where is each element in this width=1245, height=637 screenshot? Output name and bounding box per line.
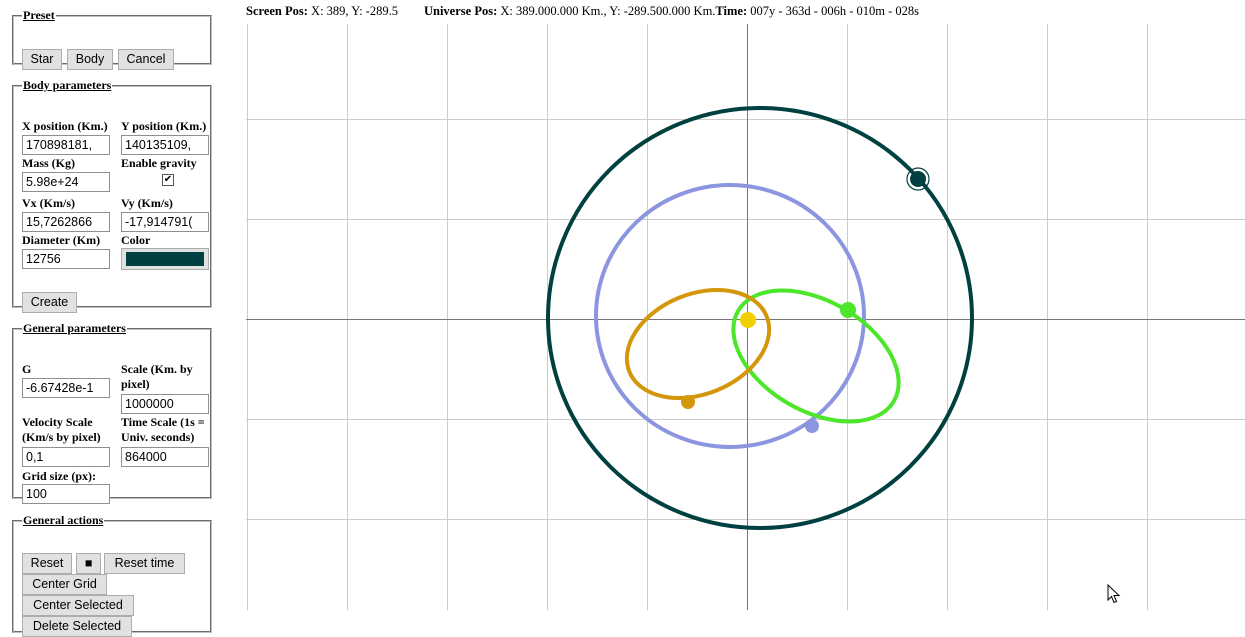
vy-label: Vy (Km/s) bbox=[121, 196, 173, 210]
velocity-scale-label: Velocity Scale (Km/s by pixel) bbox=[22, 415, 101, 444]
time-value: 007y - 363d - 006h - 010m - 028s bbox=[750, 4, 920, 18]
orbit-periwinkle bbox=[594, 183, 866, 449]
body-green[interactable] bbox=[840, 302, 856, 318]
orbit-paths bbox=[546, 106, 974, 530]
body-parameters-legend: Body parameters bbox=[23, 78, 112, 92]
checkmark-icon: ✔ bbox=[163, 174, 173, 185]
enable-gravity-checkbox[interactable]: ✔ bbox=[162, 174, 174, 186]
x-position-input[interactable]: 170898181, bbox=[22, 135, 110, 155]
general-parameters-panel: General parameters G Scale (Km. by pixel… bbox=[12, 321, 212, 504]
mass-input[interactable]: 5.98e+24 bbox=[22, 172, 110, 192]
g-input[interactable]: -6.67428e-1 bbox=[22, 378, 110, 398]
body-gold[interactable] bbox=[681, 395, 695, 409]
body-periwinkle[interactable] bbox=[805, 419, 819, 433]
bodies bbox=[681, 167, 930, 433]
simulation-svg[interactable] bbox=[246, 24, 1245, 610]
create-button[interactable]: Create bbox=[22, 292, 77, 313]
universe-pos-value: X: 389.000.000 Km., Y: -289.500.000 Km. bbox=[500, 4, 716, 18]
center-grid-button[interactable]: Center Grid bbox=[22, 574, 107, 595]
enable-gravity-label: Enable gravity bbox=[121, 156, 197, 170]
time-scale-input[interactable]: 864000 bbox=[121, 447, 209, 467]
reset-button[interactable]: Reset bbox=[22, 553, 72, 574]
selection-ring bbox=[906, 167, 930, 191]
cancel-preset-button[interactable]: Cancel bbox=[118, 49, 174, 70]
scale-input[interactable]: 1000000 bbox=[121, 394, 209, 414]
orbit-gold bbox=[624, 287, 772, 401]
simulation-canvas[interactable] bbox=[246, 24, 1245, 610]
screen-pos-value: X: 389, Y: -289.5 bbox=[311, 4, 398, 18]
orbit-dark-teal bbox=[546, 106, 974, 530]
stop-button[interactable]: ■ bbox=[76, 553, 101, 574]
mouse-pointer-icon bbox=[1107, 584, 1121, 604]
g-label: G bbox=[22, 362, 32, 376]
grid-size-label: Grid size (px): bbox=[22, 469, 96, 483]
universe-pos-label: Universe Pos: bbox=[423, 4, 498, 18]
general-parameters-legend: General parameters bbox=[23, 321, 126, 335]
vy-input[interactable]: -17,914791( bbox=[121, 212, 209, 232]
vx-input[interactable]: 15,7262866 bbox=[22, 212, 110, 232]
center-selected-button[interactable]: Center Selected bbox=[22, 595, 134, 616]
y-position-label: Y position (Km.) bbox=[121, 119, 207, 133]
diameter-input[interactable]: 12756 bbox=[22, 249, 110, 269]
general-actions-panel: General actions Reset ■ Reset time Cente… bbox=[12, 513, 212, 637]
star-preset-button[interactable]: Star bbox=[22, 49, 62, 70]
y-position-input[interactable]: 140135109, bbox=[121, 135, 209, 155]
velocity-scale-input[interactable]: 0,1 bbox=[22, 447, 110, 467]
general-actions-legend: General actions bbox=[23, 513, 104, 527]
body-parameters-panel: Body parameters X position (Km.) Y posit… bbox=[12, 78, 212, 313]
color-label: Color bbox=[121, 233, 151, 247]
preset-panel: Preset Star Body Cancel bbox=[12, 8, 212, 70]
status-bar: Screen Pos: X: 389, Y: -289.5 Universe Po… bbox=[246, 4, 1245, 22]
preset-legend: Preset bbox=[23, 8, 55, 22]
reset-time-button[interactable]: Reset time bbox=[104, 553, 185, 574]
control-sidebar: Preset Star Body Cancel Body parameters … bbox=[0, 0, 240, 637]
screen-pos-label: Screen Pos: bbox=[246, 4, 308, 18]
diameter-label: Diameter (Km) bbox=[22, 233, 101, 247]
body-dark-teal[interactable] bbox=[910, 171, 926, 187]
delete-selected-button[interactable]: Delete Selected bbox=[22, 616, 132, 637]
body-preset-button[interactable]: Body bbox=[67, 49, 113, 70]
mass-label: Mass (Kg) bbox=[22, 156, 75, 170]
central-star[interactable] bbox=[740, 312, 756, 328]
grid-size-input[interactable]: 100 bbox=[22, 484, 110, 504]
color-swatch bbox=[126, 252, 204, 266]
color-picker[interactable] bbox=[121, 248, 209, 270]
x-position-label: X position (Km.) bbox=[22, 119, 108, 133]
time-scale-label: Time Scale (1s = Univ. seconds) bbox=[121, 415, 205, 444]
scale-label: Scale (Km. by pixel) bbox=[121, 362, 193, 391]
time-label: Time: bbox=[715, 4, 748, 18]
vx-label: Vx (Km/s) bbox=[22, 196, 75, 210]
